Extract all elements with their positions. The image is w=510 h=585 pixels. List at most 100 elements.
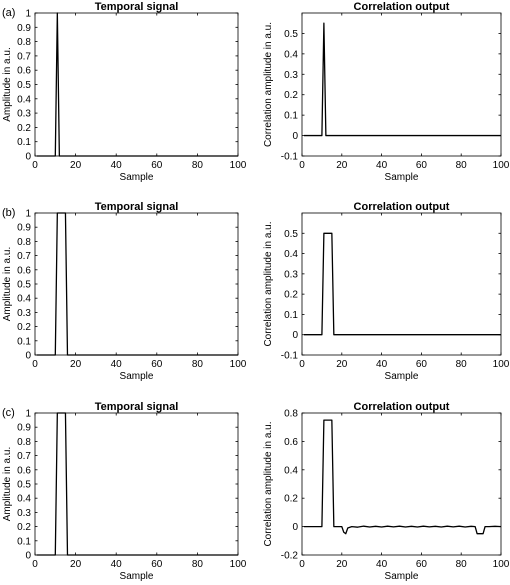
- series-line-1: [303, 22, 501, 137]
- x-tick-label: 0: [32, 559, 38, 570]
- x-tick-label: 20: [70, 160, 82, 171]
- chart-panel-1: 0 20 40 60 80 100 0 0.1 0.2 0.3 0.4 0.5 0.6 0.7 0.8 0.9…: [2, 1, 247, 183]
- y-tick-label: 0: [25, 152, 31, 163]
- x-tick-label: 80: [456, 359, 468, 370]
- y-tick-label: 0.4: [17, 94, 31, 105]
- y-tick-label: 1: [25, 9, 31, 20]
- x-tick-label: 0: [299, 559, 305, 570]
- x-tick-label: 20: [336, 559, 348, 570]
- y-tick-label: 0.7: [17, 451, 31, 462]
- x-tick-label: 20: [70, 559, 82, 570]
- plot-area: [34, 412, 239, 556]
- x-tick-label: 100: [230, 160, 247, 171]
- x-axis-label: Sample: [120, 371, 154, 382]
- x-tick-label: 60: [416, 160, 428, 171]
- chart-title: Correlation output: [354, 201, 450, 213]
- x-tick-label: 0: [299, 160, 305, 171]
- x-tick-label: 40: [376, 559, 388, 570]
- x-tick-label: 100: [493, 559, 510, 570]
- y-axis-label: Correlation amplitude in a.u.: [263, 221, 274, 346]
- y-tick-label: 0.1: [17, 536, 31, 547]
- panel-label: (b): [2, 207, 15, 219]
- plot-area: [34, 212, 239, 356]
- y-tick-label: 0.8: [17, 437, 31, 448]
- y-tick-label: 0.3: [284, 70, 298, 81]
- x-tick-label: 60: [416, 359, 428, 370]
- y-tick-label: 0.6: [17, 66, 31, 77]
- x-axis-label: Sample: [385, 371, 419, 382]
- y-tick-label: 0.5: [284, 29, 298, 40]
- y-tick-label: 0: [25, 551, 31, 562]
- x-tick-label: 20: [336, 160, 348, 171]
- y-tick-label: 0.4: [284, 49, 298, 60]
- y-tick-label: 1: [25, 209, 31, 220]
- y-tick-label: 0.9: [17, 223, 31, 234]
- chart-panel-2: 0 20 40 60 80 100-0.100.10.20.30.40.5Correlat…: [263, 1, 510, 183]
- y-tick-label: -0.1: [281, 351, 299, 362]
- y-tick-label: 0.6: [17, 265, 31, 276]
- chart-panel-5: 0 20 40 60 80 100 0 0.1 0.2 0.3 0.4 0.5 0.6 0.7 0.8 0.9…: [2, 401, 247, 582]
- y-tick-label: 0.7: [17, 51, 31, 62]
- x-tick-label: 60: [151, 359, 163, 370]
- y-tick-label: 0.2: [17, 522, 31, 533]
- y-tick-label: 0.3: [17, 109, 31, 120]
- x-tick-label: 40: [376, 160, 388, 171]
- series-line-1: [37, 412, 238, 556]
- x-tick-label: 60: [151, 160, 163, 171]
- x-tick-label: 100: [230, 559, 247, 570]
- y-tick-label: 0.8: [284, 409, 298, 420]
- x-tick-label: 0: [299, 359, 305, 370]
- y-axis-label: Amplitude in a.u.: [2, 447, 13, 522]
- x-tick-label: 40: [376, 359, 388, 370]
- y-tick-label: 0: [25, 351, 31, 362]
- y-tick-label: 1: [25, 409, 31, 420]
- y-tick-label: 0.5: [17, 80, 31, 91]
- x-tick-label: 80: [456, 160, 468, 171]
- x-tick-label: 40: [111, 160, 123, 171]
- chart-panel-4: 0 20 40 60 80 100-0.100.10.20.30.40.5Correlat…: [263, 201, 510, 382]
- x-tick-label: 80: [456, 559, 468, 570]
- x-tick-label: 80: [192, 559, 204, 570]
- y-tick-label: 0.6: [284, 437, 298, 448]
- y-tick-label: 0.1: [17, 137, 31, 148]
- series-line-1: [37, 212, 238, 356]
- x-tick-label: 20: [70, 359, 82, 370]
- y-tick-label: 0.1: [17, 336, 31, 347]
- y-tick-label: 0.5: [17, 480, 31, 491]
- y-axis-label: Amplitude in a.u.: [2, 247, 13, 322]
- x-tick-label: 0: [32, 359, 38, 370]
- series-line-1: [303, 232, 501, 336]
- x-tick-label: 0: [32, 160, 38, 171]
- chart-title: Correlation output: [354, 401, 450, 413]
- y-tick-label: 0.2: [284, 90, 298, 101]
- chart-panel-3: 0 20 40 60 80 100 0 0.1 0.2 0.3 0.4 0.5 0.6 0.7 0.8 0.9…: [2, 201, 247, 382]
- x-tick-label: 20: [336, 359, 348, 370]
- y-tick-label: -0.2: [281, 551, 299, 562]
- y-tick-label: 0: [292, 131, 298, 142]
- y-tick-label: 0.8: [17, 37, 31, 48]
- y-tick-label: 0: [292, 522, 298, 533]
- panel-label: (a): [2, 7, 15, 19]
- plot-area: [34, 12, 239, 157]
- x-tick-label: 80: [192, 359, 204, 370]
- y-tick-label: 0.6: [17, 465, 31, 476]
- y-tick-label: 0.3: [284, 269, 298, 280]
- y-tick-label: 0.4: [284, 249, 298, 260]
- x-axis-label: Sample: [120, 571, 154, 582]
- chart-title: Temporal signal: [95, 1, 179, 13]
- y-tick-label: 0.3: [17, 308, 31, 319]
- y-tick-label: 0.4: [284, 465, 298, 476]
- x-tick-label: 100: [493, 160, 510, 171]
- series-line-1: [303, 419, 502, 535]
- y-axis-label: Correlation amplitude in a.u.: [263, 22, 274, 147]
- x-tick-label: 40: [111, 559, 123, 570]
- y-tick-label: 0.9: [17, 23, 31, 34]
- x-tick-label: 100: [493, 359, 510, 370]
- chart-title: Temporal signal: [95, 401, 179, 413]
- y-tick-label: 0.2: [17, 322, 31, 333]
- plot-area: [301, 212, 502, 356]
- y-tick-label: 0.5: [17, 280, 31, 291]
- y-tick-label: 0.7: [17, 251, 31, 262]
- series-line-1: [37, 12, 238, 157]
- y-tick-label: 0.4: [17, 294, 31, 305]
